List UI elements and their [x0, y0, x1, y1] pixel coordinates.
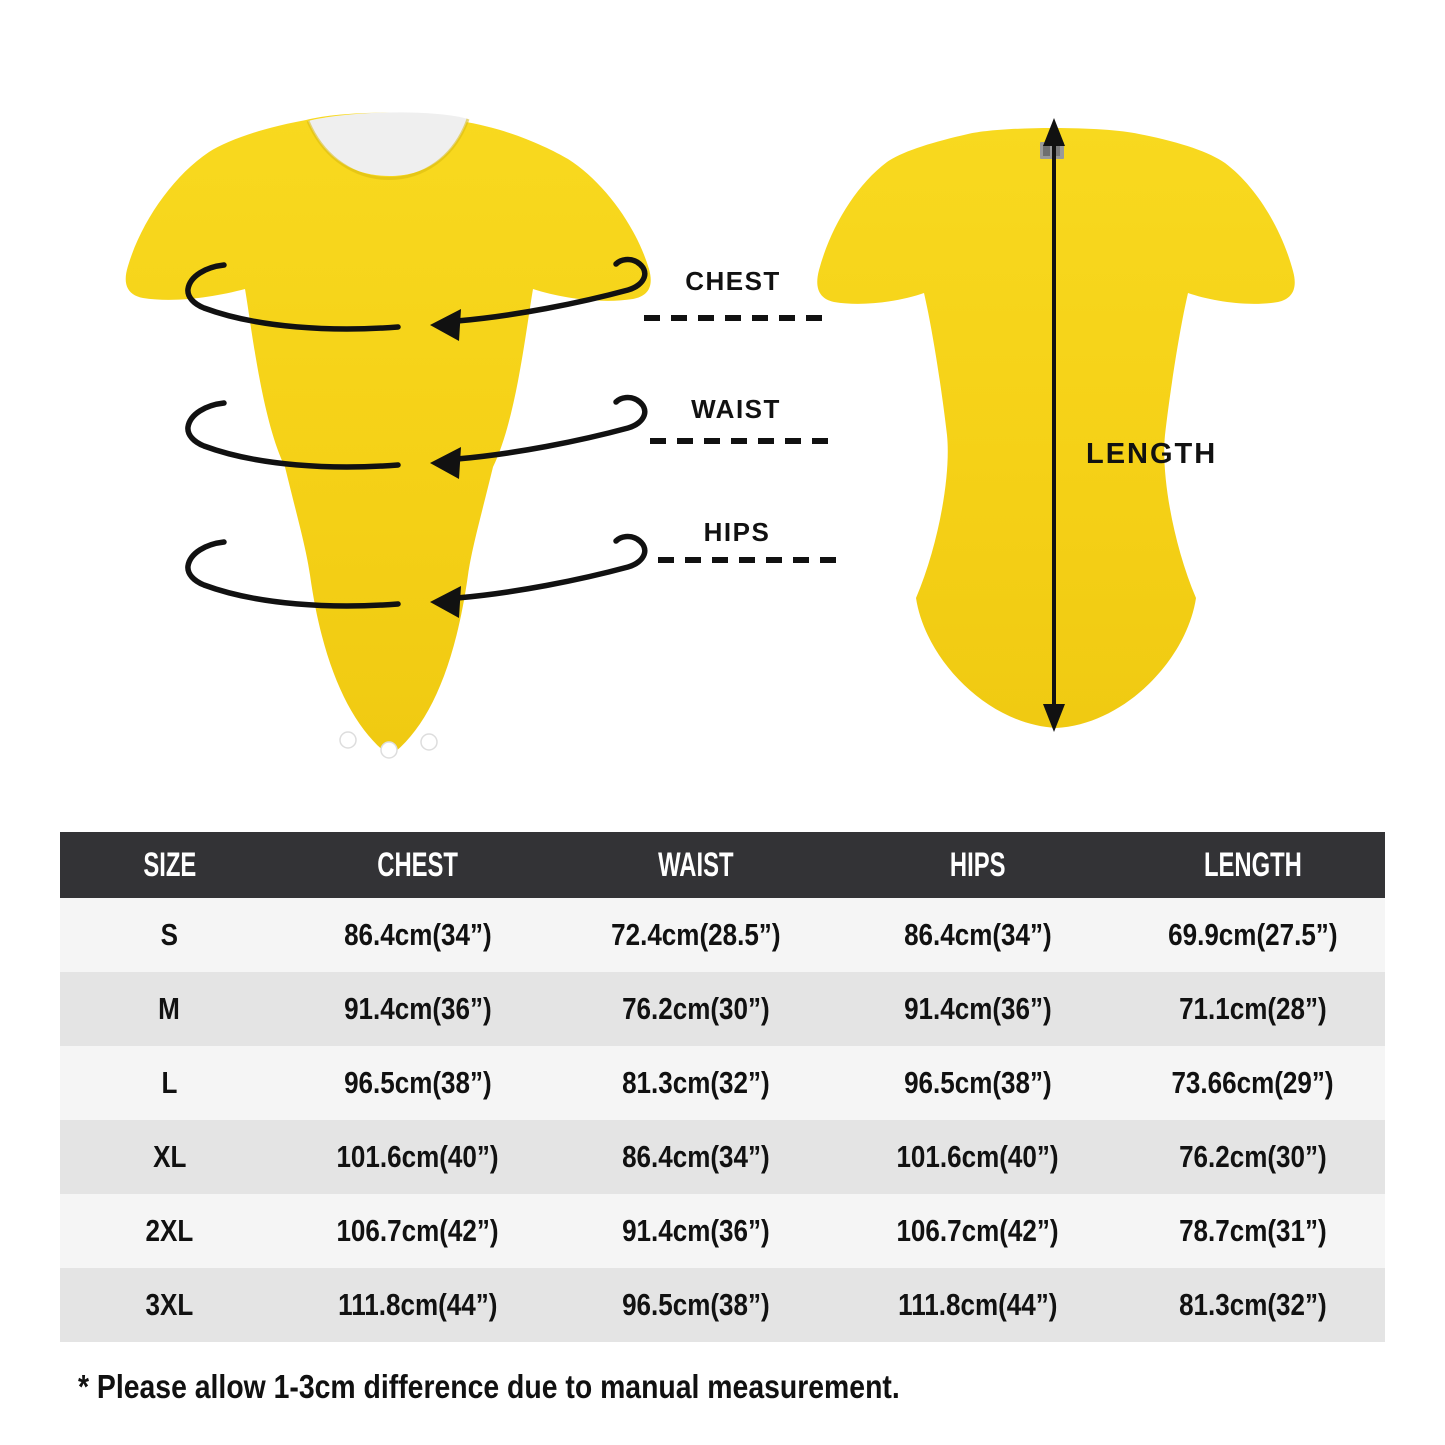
- table-row-2xl: 2XL 106.7cm(42”) 91.4cm(36”) 106.7cm(42”…: [60, 1194, 1385, 1268]
- chest-cell: 106.7cm(42”): [278, 1194, 557, 1268]
- waist-cell: 76.2cm(30”): [556, 972, 836, 1046]
- size-table: SIZE CHEST WAIST HIPS LENGTH S 86.4cm(34…: [60, 832, 1385, 1342]
- hips-label: HIPS: [703, 517, 771, 547]
- table-row-s: S 86.4cm(34”) 72.4cm(28.5”) 86.4cm(34”) …: [60, 898, 1385, 972]
- table-row-m: M 91.4cm(36”) 76.2cm(30”) 91.4cm(36”) 71…: [60, 972, 1385, 1046]
- snap-buttons: [339, 731, 438, 759]
- size-cell: M: [60, 972, 279, 1046]
- column-header-size: SIZE: [60, 832, 279, 898]
- chest-label: CHEST: [685, 266, 781, 296]
- hips-cell: 91.4cm(36”): [835, 972, 1120, 1046]
- waist-label: WAIST: [691, 394, 781, 424]
- measurement-note: * Please allow 1-3cm difference due to m…: [78, 1368, 900, 1405]
- chest-cell: 96.5cm(38”): [278, 1046, 557, 1120]
- chest-cell: 86.4cm(34”): [278, 898, 557, 972]
- size-cell: L: [60, 1046, 279, 1120]
- waist-measure-arrow: [185, 394, 830, 479]
- waist-cell: 96.5cm(38”): [556, 1268, 836, 1342]
- garment-diagram-svg: [125, 112, 1295, 759]
- hips-cell: 111.8cm(44”): [835, 1268, 1120, 1342]
- chest-cell: 91.4cm(36”): [278, 972, 557, 1046]
- waist-cell: 72.4cm(28.5”): [556, 898, 836, 972]
- neck-opening: [308, 112, 468, 176]
- front-neck-seam: [306, 118, 470, 180]
- size-cell: 2XL: [60, 1194, 279, 1268]
- column-header-chest: CHEST: [278, 832, 557, 898]
- table-header-row: SIZE CHEST WAIST HIPS LENGTH: [60, 832, 1385, 898]
- size-cell: 3XL: [60, 1268, 279, 1342]
- column-header-waist: WAIST: [556, 832, 836, 898]
- front-bodysuit-graphic: [125, 112, 651, 759]
- length-cell: 81.3cm(32”): [1120, 1268, 1385, 1342]
- hips-cell: 96.5cm(38”): [835, 1046, 1120, 1120]
- chest-measure-arrow: [185, 256, 826, 341]
- front-bodysuit-shape: [125, 112, 651, 757]
- table-row-l: L 96.5cm(38”) 81.3cm(32”) 96.5cm(38”) 73…: [60, 1046, 1385, 1120]
- size-cell: S: [60, 898, 279, 972]
- length-cell: 73.66cm(29”): [1120, 1046, 1385, 1120]
- chest-cell: 101.6cm(40”): [278, 1120, 557, 1194]
- waist-cell: 91.4cm(36”): [556, 1194, 836, 1268]
- hips-measure-arrow: [185, 533, 838, 618]
- length-cell: 78.7cm(31”): [1120, 1194, 1385, 1268]
- length-cell: 76.2cm(30”): [1120, 1120, 1385, 1194]
- chest-cell: 111.8cm(44”): [278, 1268, 557, 1342]
- waist-cell: 86.4cm(34”): [556, 1120, 836, 1194]
- column-header-hips: HIPS: [835, 832, 1120, 898]
- length-cell: 69.9cm(27.5”): [1120, 898, 1385, 972]
- length-label: LENGTH: [1086, 438, 1218, 470]
- length-cell: 71.1cm(28”): [1120, 972, 1385, 1046]
- column-header-length: LENGTH: [1120, 832, 1385, 898]
- measurement-diagram: CHEST WAIST HIPS LENGTH: [125, 112, 1295, 759]
- size-cell: XL: [60, 1120, 279, 1194]
- hips-cell: 86.4cm(34”): [835, 898, 1120, 972]
- hips-cell: 106.7cm(42”): [835, 1194, 1120, 1268]
- hips-cell: 101.6cm(40”): [835, 1120, 1120, 1194]
- waist-cell: 81.3cm(32”): [556, 1046, 836, 1120]
- table-row-xl: XL 101.6cm(40”) 86.4cm(34”) 101.6cm(40”)…: [60, 1120, 1385, 1194]
- table-row-3xl: 3XL 111.8cm(44”) 96.5cm(38”) 111.8cm(44”…: [60, 1268, 1385, 1342]
- length-arrow: [1043, 118, 1065, 732]
